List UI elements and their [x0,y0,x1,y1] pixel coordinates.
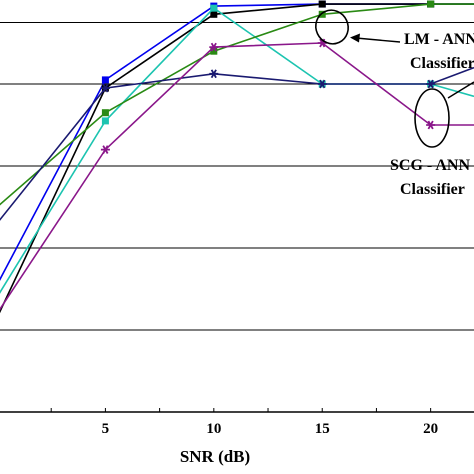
x-axis-label: SNR (dB) [180,447,250,466]
annotation-lm-line1: LM - ANN [404,31,474,48]
series-4-point-2 [209,69,219,79]
series-2-line [0,7,474,294]
annotation-arrow-lm [355,37,401,43]
annotation-lm-line2: Classifier [410,55,474,72]
series-5-point-2 [209,42,219,52]
annotation-scg-line1: SCG - ANN [390,157,470,174]
annotation-ellipse-scg [414,88,450,148]
series-3-point-3 [318,10,326,18]
series-2 [0,4,474,294]
series-2-point-2 [210,4,218,12]
axes: 5 10 15 20 [0,408,474,437]
series-4 [0,66,474,221]
series-5 [0,38,474,311]
series-lines [0,0,474,314]
series-3-line [0,3,474,206]
series-4-point-1 [100,83,110,93]
series-1-point-2 [210,10,218,18]
series-3-point-1 [101,109,109,117]
annotation-arrowhead-lm [350,33,360,43]
series-5-point-4 [426,120,436,130]
x-tick-label-20: 20 [423,421,438,437]
series-3-point-4 [427,0,435,8]
series-3 [0,0,474,206]
series-4-line [0,66,474,221]
x-tick-label-15: 15 [315,421,330,437]
series-5-point-3 [317,38,327,48]
series-1-point-3 [318,0,326,8]
annotation-arrow-scg [447,81,474,99]
annotation-ellipse-lm [315,9,349,45]
series-4-point-4 [426,79,436,89]
series-5-point-1 [100,145,110,154]
series-3-point-2 [210,47,218,55]
series-2-point-1 [101,117,109,125]
x-tick-label-5: 5 [102,421,110,437]
series-5-line [0,42,474,311]
x-tick-label-10: 10 [206,421,221,437]
series-4-point-3 [317,79,327,89]
annotation-scg-line2: Classifier [400,181,465,198]
series-0-point-1 [101,76,109,84]
annotations: LM - ANN Classifier SCG - ANN Classifier [315,9,474,198]
